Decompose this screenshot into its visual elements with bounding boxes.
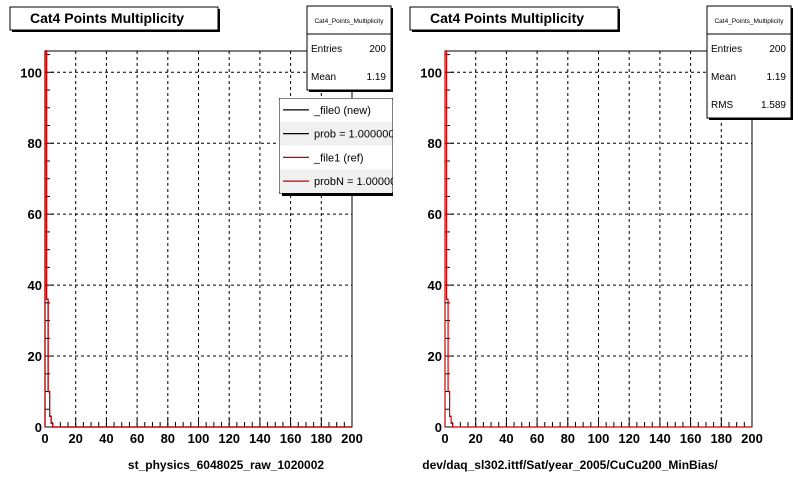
x-tick-label: 180 bbox=[310, 431, 332, 446]
stats-label: Entries bbox=[311, 44, 342, 55]
x-tick-label: 200 bbox=[341, 431, 363, 446]
x-tick-label: 0 bbox=[441, 431, 448, 446]
chart-panel-2: 0 20 40 60 80 100 120 140 160 180 200 0 20 40 60 80 100 C… bbox=[409, 5, 793, 472]
y-tick-label: 40 bbox=[428, 278, 442, 293]
stats-label: Entries bbox=[711, 44, 742, 55]
stats-value: 1.19 bbox=[367, 72, 387, 83]
title-box bbox=[409, 6, 619, 31]
y-tick-label: 0 bbox=[35, 420, 42, 435]
legend-entry: prob = 1.000000 bbox=[314, 129, 394, 141]
x-tick-label: 180 bbox=[710, 431, 732, 446]
y-tick-label: 80 bbox=[428, 136, 442, 151]
x-tick-label: 140 bbox=[649, 431, 671, 446]
stats-value: 1.589 bbox=[761, 100, 786, 111]
x-tick-label: 120 bbox=[218, 431, 240, 446]
x-tick-label: 40 bbox=[499, 431, 513, 446]
stats-label: Mean bbox=[711, 72, 736, 83]
y-tick-label: 80 bbox=[28, 136, 42, 151]
y-tick-label: 0 bbox=[435, 420, 442, 435]
legend-entry: probN = 1.000000 bbox=[314, 176, 402, 188]
y-tick-label: 60 bbox=[28, 207, 42, 222]
y-tick-label: 100 bbox=[420, 65, 442, 80]
y-tick-label: 60 bbox=[428, 207, 442, 222]
x-tick-label: 160 bbox=[280, 431, 302, 446]
stats-value: 1.19 bbox=[767, 72, 787, 83]
x-tick-label: 100 bbox=[188, 431, 210, 446]
y-tick-label: 40 bbox=[28, 278, 42, 293]
x-tick-label: 200 bbox=[741, 431, 763, 446]
stats-box bbox=[706, 5, 792, 119]
x-tick-label: 80 bbox=[561, 431, 575, 446]
stats-title: Cat4_Points_Multiplicity bbox=[714, 18, 784, 25]
x-tick-label: 120 bbox=[618, 431, 640, 446]
legend-entry: _file1 (ref) bbox=[313, 152, 364, 164]
legend-row-band bbox=[280, 169, 392, 193]
stats-label: Mean bbox=[311, 72, 336, 83]
stats-title: Cat4_Points_Multiplicity bbox=[314, 18, 384, 25]
y-tick-label: 100 bbox=[20, 65, 42, 80]
stats-value: 200 bbox=[369, 44, 386, 55]
chart-title: Cat4 Points Multiplicity bbox=[430, 10, 584, 26]
stats-value: 200 bbox=[769, 44, 786, 55]
y-tick-label: 20 bbox=[428, 349, 442, 364]
x-axis-label: st_physics_6048025_raw_1020002 bbox=[128, 458, 324, 472]
x-tick-label: 100 bbox=[588, 431, 610, 446]
x-tick-label: 20 bbox=[468, 431, 482, 446]
x-axis-label: dev/daq_sl302.ittf/Sat/year_2005/CuCu200… bbox=[422, 458, 718, 472]
x-tick-label: 20 bbox=[68, 431, 82, 446]
y-tick-label: 20 bbox=[28, 349, 42, 364]
x-tick-label: 0 bbox=[41, 431, 48, 446]
x-tick-label: 40 bbox=[99, 431, 113, 446]
legend-entry: _file0 (new) bbox=[313, 105, 371, 117]
legend: _file0 (new) prob = 1.000000 _file1 (ref) p… bbox=[279, 98, 402, 196]
stats-box bbox=[306, 5, 392, 91]
stats-label: RMS bbox=[711, 100, 734, 111]
chart-panel-1: 0 20 40 60 80 100 120 140 160 180 200 0 20 40 60 80 100 C… bbox=[9, 5, 402, 472]
legend-row-band bbox=[280, 121, 392, 146]
x-tick-label: 60 bbox=[130, 431, 144, 446]
title-box bbox=[9, 6, 219, 31]
x-tick-label: 60 bbox=[530, 431, 544, 446]
x-tick-label: 80 bbox=[161, 431, 175, 446]
x-tick-label: 140 bbox=[249, 431, 271, 446]
x-tick-label: 160 bbox=[680, 431, 702, 446]
chart-title: Cat4 Points Multiplicity bbox=[30, 10, 184, 26]
